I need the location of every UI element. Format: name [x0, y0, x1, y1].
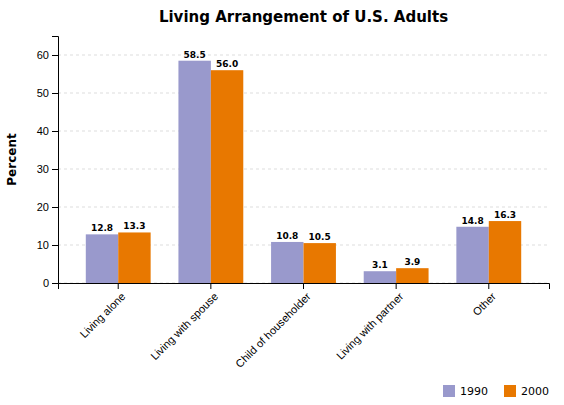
y-tick: 20	[37, 201, 58, 213]
bars	[86, 61, 521, 283]
legend-item: 2000	[504, 385, 549, 398]
bar	[178, 61, 210, 283]
y-tick-mark	[52, 169, 58, 170]
data-label: 13.3	[123, 221, 145, 231]
x-tick-label: Child of householder	[233, 290, 313, 370]
bar	[86, 234, 118, 283]
x-tick-mark	[488, 283, 489, 289]
x-tick-mark	[118, 283, 119, 289]
x-tick: Living with spouse	[148, 283, 220, 362]
grid-line	[58, 93, 549, 94]
y-tick-label: 60	[37, 49, 49, 61]
bar	[396, 268, 428, 283]
y-axis: 0 10 20 30 40 50 60	[37, 37, 59, 290]
x-tick-label: Other	[470, 290, 498, 318]
y-tick: 30	[37, 163, 58, 175]
title: Living Arrangement of U.S. Adults	[159, 8, 448, 26]
grid	[58, 55, 549, 283]
plot: 12.8 58.5 10.8 3.1 14.8 13.3 56.0 10.5 3.9 16.3 0 1…	[37, 37, 550, 370]
data-label: 10.5	[309, 232, 331, 242]
y-tick-mark	[52, 93, 58, 94]
x-tick-label: Living with spouse	[148, 290, 220, 362]
y-tick: 0	[43, 277, 58, 289]
grid-line	[58, 55, 549, 56]
y-tick-label: 30	[37, 163, 49, 175]
grid-line	[58, 169, 549, 170]
x-tick-mark	[303, 283, 304, 289]
bar	[456, 227, 488, 283]
y-tick: 40	[37, 125, 58, 137]
x-tick: Other	[470, 283, 498, 318]
x-axis-line	[59, 284, 550, 290]
legend-label: 2000	[521, 385, 549, 398]
legend-swatch	[443, 385, 455, 397]
y-tick-label: 20	[37, 201, 49, 213]
data-labels: 12.8 58.5 10.8 3.1 14.8 13.3 56.0 10.5 3.9 16.3	[91, 50, 516, 271]
y-tick-mark	[52, 55, 58, 56]
y-tick-label: 50	[37, 87, 49, 99]
data-label: 58.5	[184, 50, 206, 60]
y-axis-line	[52, 37, 59, 284]
legend: 1990 2000	[443, 385, 549, 398]
y-tick: 60	[37, 49, 58, 61]
y-tick-label: 40	[37, 125, 49, 137]
grid-line	[58, 131, 549, 132]
data-label: 10.8	[276, 231, 298, 241]
y-tick: 10	[37, 239, 58, 251]
data-label: 56.0	[216, 59, 238, 69]
y-tick-label: 10	[37, 239, 49, 251]
bar	[489, 221, 521, 283]
bar	[304, 243, 336, 283]
legend-label: 1990	[460, 385, 488, 398]
x-tick-label: Living with partner	[334, 290, 406, 362]
legend-item: 1990	[443, 385, 488, 398]
y-tick-mark	[52, 283, 58, 284]
data-label: 3.9	[404, 257, 420, 267]
y-tick-mark	[52, 131, 58, 132]
x-tick: Living alone	[78, 283, 128, 340]
x-tick: Child of householder	[233, 283, 313, 370]
y-tick: 50	[37, 87, 58, 99]
data-label: 16.3	[494, 210, 516, 220]
y-tick-mark	[52, 207, 58, 208]
y-tick-mark	[52, 245, 58, 246]
bar	[271, 242, 303, 283]
bar	[118, 232, 150, 283]
bar	[211, 70, 243, 283]
chart: 12.8 58.5 10.8 3.1 14.8 13.3 56.0 10.5 3.9 16.3 0 1…	[0, 0, 564, 405]
x-tick-label: Living alone	[78, 290, 128, 340]
x-tick: Living with partner	[334, 283, 406, 362]
y-axis-title: Percent	[5, 133, 19, 186]
grid-line	[58, 207, 549, 208]
data-label: 3.1	[372, 260, 388, 270]
y-tick-label: 0	[43, 277, 49, 289]
x-axis: Living alone Living with spouseChild of h…	[59, 283, 550, 370]
bar	[364, 271, 396, 283]
x-tick-mark	[396, 283, 397, 289]
x-tick-mark	[210, 283, 211, 289]
data-label: 12.8	[91, 223, 113, 233]
legend-swatch	[504, 385, 516, 397]
data-label: 14.8	[461, 216, 483, 226]
